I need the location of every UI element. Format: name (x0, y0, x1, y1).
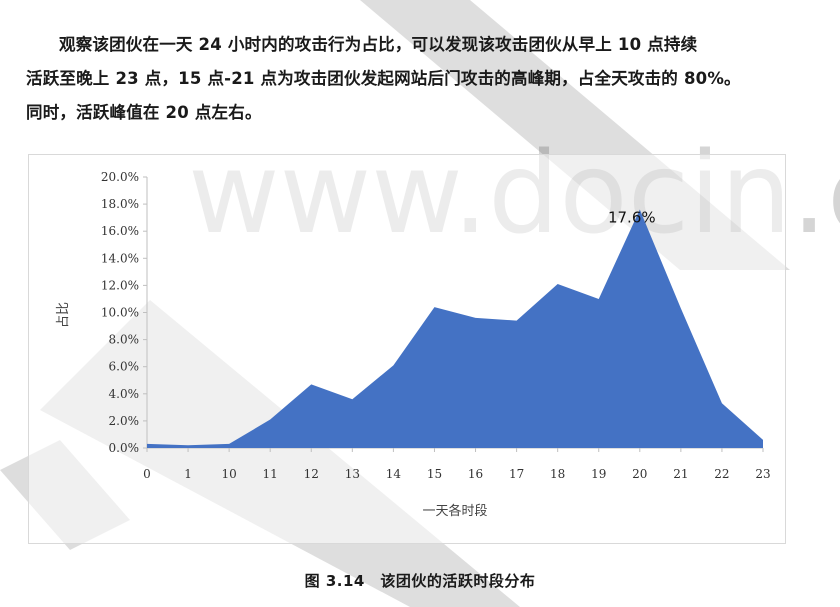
x-tick-label: 11 (263, 467, 278, 481)
paragraph-line-1: 观察该团伙在一天 24 小时内的攻击行为占比，可以发现该攻击团伙从早上 10 点… (59, 35, 698, 54)
x-axis: 0 1 10 11 12 13 14 15 16 17 18 19 20 21 22 23 (143, 447, 771, 481)
peak-data-label: 17.6% (608, 209, 656, 227)
y-tick-label: 0.0% (109, 441, 140, 455)
figure-caption: 图 3.14 该团伙的活跃时段分布 (304, 572, 536, 590)
y-axis: 0.0% 2.0% 4.0% 6.0% 8.0% 10.0% 12.0% 14.0% 16.0%… (101, 170, 148, 455)
x-tick-label: 15 (427, 467, 442, 481)
y-tick-label: 14.0% (101, 251, 139, 265)
x-tick-label: 22 (714, 467, 729, 481)
x-tick-label: 19 (591, 467, 606, 481)
y-tick-label: 16.0% (101, 224, 139, 238)
y-tick-label: 2.0% (109, 414, 140, 428)
y-tick-label: 8.0% (109, 333, 140, 347)
x-tick-label: 20 (632, 467, 647, 481)
x-axis-label: 一天各时段 (422, 503, 487, 519)
y-tick-label: 10.0% (101, 306, 139, 320)
body-paragraph: 观察该团伙在一天 24 小时内的攻击行为占比，可以发现该攻击团伙从早上 10 点… (26, 28, 816, 130)
x-tick-label: 16 (468, 467, 483, 481)
x-tick-label: 17 (509, 467, 524, 481)
y-tick-label: 6.0% (109, 360, 140, 374)
activity-area-chart: 0.0% 2.0% 4.0% 6.0% 8.0% 10.0% 12.0% 14.0% 16.0%… (56, 170, 771, 519)
y-tick-label: 20.0% (101, 170, 139, 184)
area-series (147, 209, 763, 448)
x-tick-label: 18 (550, 467, 565, 481)
x-tick-label: 0 (143, 467, 151, 481)
x-tick-label: 1 (184, 467, 192, 481)
x-tick-label: 12 (304, 467, 319, 481)
y-tick-label: 18.0% (101, 197, 139, 211)
y-tick-label: 4.0% (109, 387, 140, 401)
x-tick-label: 21 (673, 467, 688, 481)
x-tick-label: 13 (345, 467, 360, 481)
y-tick-label: 12.0% (101, 278, 139, 292)
chart-container: 0.0% 2.0% 4.0% 6.0% 8.0% 10.0% 12.0% 14.0% 16.0%… (28, 154, 786, 544)
x-tick-label: 23 (755, 467, 770, 481)
y-axis-label: 占比 (56, 302, 71, 328)
paragraph-line-3: 同时，活跃峰值在 20 点左右。 (26, 103, 262, 122)
x-tick-label: 14 (386, 467, 402, 481)
paragraph-line-2: 活跃至晚上 23 点，15 点-21 点为攻击团伙发起网站后门攻击的高峰期，占全… (26, 69, 741, 88)
x-tick-label: 10 (221, 467, 236, 481)
